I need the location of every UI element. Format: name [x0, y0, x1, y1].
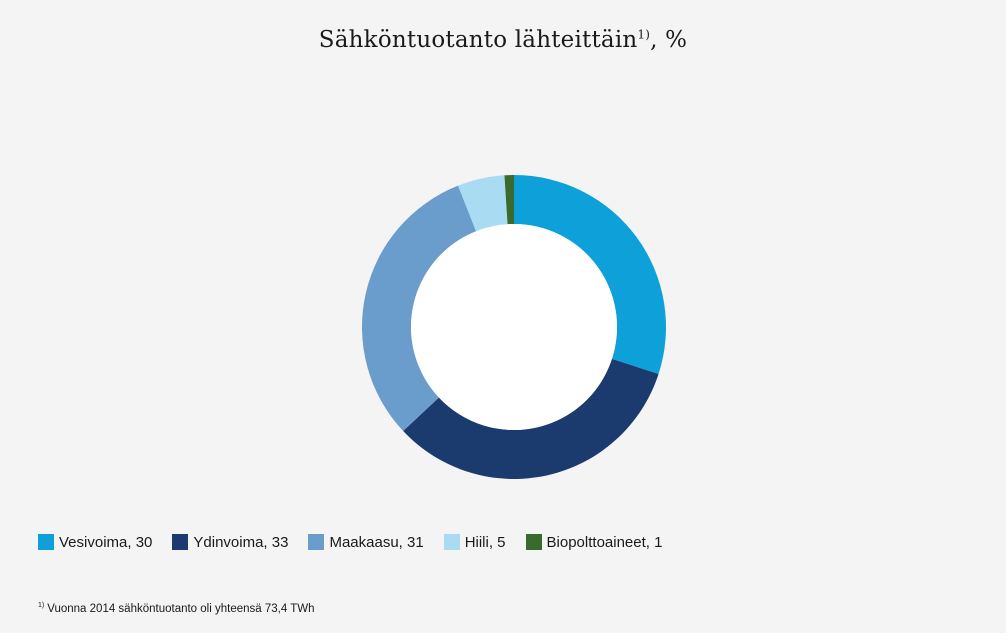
donut-slice-vesivoima — [514, 175, 666, 374]
legend-item-ydinvoima: Ydinvoima, 33 — [172, 534, 288, 551]
legend-label-hiili: Hiili, 5 — [464, 533, 506, 551]
chart-title-suffix: , % — [650, 27, 688, 53]
legend: Vesivoima, 30 Ydinvoima, 33 Maakaasu, 31… — [38, 531, 682, 553]
legend-item-vesivoima: Vesivoima, 30 — [38, 534, 152, 551]
legend-swatch-hiili — [443, 534, 460, 550]
legend-label-biopolttoaineet: Biopolttoaineet, 1 — [546, 533, 663, 551]
footnote-mark: 1) — [38, 602, 45, 610]
donut-hole — [411, 224, 617, 430]
donut-slice-biopolttoaineet — [504, 175, 514, 225]
legend-swatch-vesivoima — [38, 534, 54, 550]
legend-swatch-maakaasu — [308, 534, 325, 550]
donut-slice-ydinvoima — [403, 358, 659, 480]
legend-swatch-ydinvoima — [172, 534, 189, 550]
legend-label-ydinvoima: Ydinvoima, 33 — [193, 533, 289, 551]
chart-title-text: Sähköntuotanto lähteittäin — [318, 27, 638, 53]
legend-label-maakaasu: Maakaasu, 31 — [329, 533, 424, 551]
legend-item-biopolttoaineet: Biopolttoaineet, 1 — [525, 533, 663, 551]
footnote-text: Vuonna 2014 sähköntuotanto oli yhteensä … — [47, 603, 315, 615]
legend-item-hiili: Hiili, 5 — [443, 533, 506, 551]
legend-swatch-biopolttoaineet — [525, 534, 542, 550]
donut-slice-hiili — [458, 175, 508, 232]
chart-title: Sähköntuotanto lähteittäin1), % — [0, 27, 1006, 53]
legend-label-vesivoima: Vesivoima, 30 — [59, 533, 153, 551]
legend-item-maakaasu: Maakaasu, 31 — [308, 533, 424, 551]
footnote: 1) Vuonna 2014 sähköntuotanto oli yhteens… — [38, 602, 315, 615]
donut-slice-maakaasu — [362, 185, 477, 432]
chart-title-footnote-mark: 1) — [637, 27, 651, 42]
